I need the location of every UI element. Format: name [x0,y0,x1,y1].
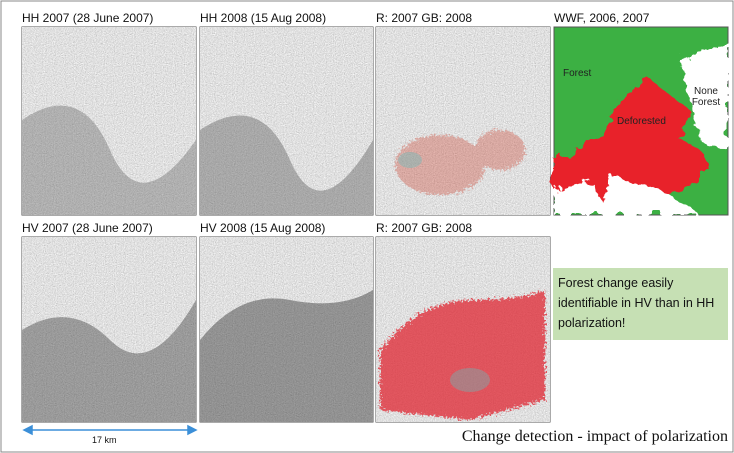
image-rgb-hh [376,27,550,215]
figure: HH 2007 (28 June 2007) HH 2008 (15 Aug 2… [0,0,734,453]
image-hv-2007 [22,237,196,422]
image-hh-2007 [22,27,196,215]
panel-label: WWF, 2006, 2007 [554,11,649,25]
panel-label: HH 2007 (28 June 2007) [22,11,153,25]
panel-label: HV 2008 (15 Aug 2008) [200,221,325,235]
map-label: None Forest [688,86,724,108]
map-label: Deforested [617,116,666,127]
panel-label: R: 2007 GB: 2008 [376,221,472,235]
caption: Change detection - impact of polarizatio… [462,428,728,446]
scale-label: 17 km [92,435,117,445]
image-rgb-hv [376,237,550,422]
panel-label: HV 2007 (28 June 2007) [22,221,153,235]
note-box: Forest change easily identifiable in HV … [553,268,728,340]
panel-label: R: 2007 GB: 2008 [376,11,472,25]
image-hv-2008 [200,237,373,422]
scale-bar [24,426,196,434]
image-hh-2008 [200,27,373,215]
map-label: Forest [563,68,591,79]
panel-label: HH 2008 (15 Aug 2008) [200,11,326,25]
